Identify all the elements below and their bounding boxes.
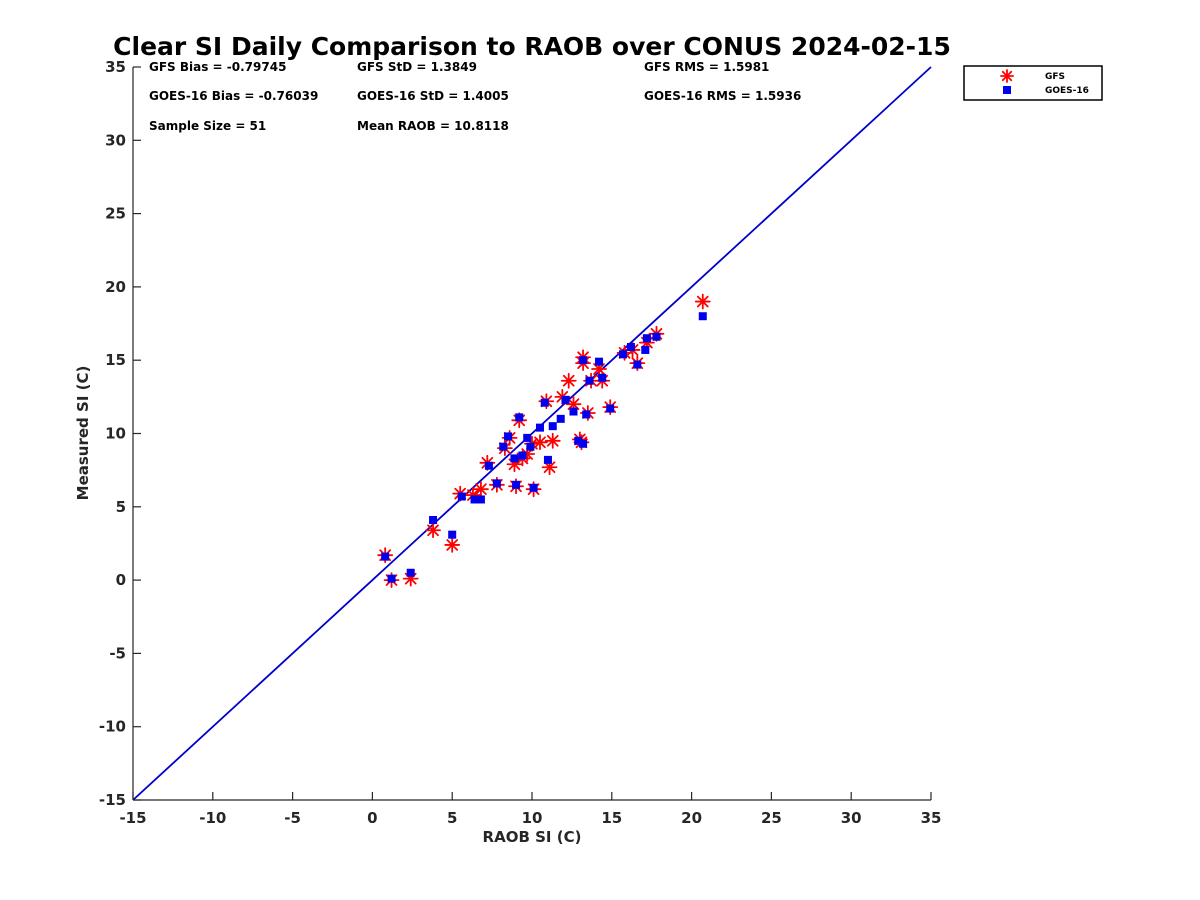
point-gfs-40	[694, 293, 711, 310]
point-goes-16-2	[406, 568, 415, 577]
y-tick-label: 20	[105, 278, 126, 296]
point-goes-16-10	[499, 442, 508, 451]
y-tick-label: -10	[99, 718, 126, 736]
one-to-one-line	[132, 66, 932, 801]
stat-gfs-bias: GFS Bias = -0.79745	[149, 60, 286, 74]
point-goes-16-22	[548, 422, 557, 431]
stat-mean-raob: Mean RAOB = 10.8118	[357, 119, 509, 133]
point-gfs-4	[444, 537, 461, 553]
y-tick-label: 30	[105, 131, 126, 149]
x-tick-label: 10	[522, 809, 543, 827]
point-goes-16-9	[492, 479, 501, 488]
point-goes-16-1	[387, 574, 396, 583]
point-gfs-21	[541, 459, 558, 476]
x-tick-label: 0	[367, 809, 377, 827]
point-goes-16-13	[512, 480, 521, 489]
x-tick-label: 35	[921, 809, 942, 827]
legend-box	[963, 65, 1103, 101]
y-tick-label: 25	[105, 205, 126, 223]
stats-layer: GFS Bias = -0.79745 GFS StD = 1.3849 GFS R…	[149, 60, 801, 133]
point-goes-16-32	[598, 373, 607, 382]
y-tick-label: 0	[116, 571, 126, 589]
point-goes-16-11	[504, 432, 513, 441]
stat-sample-size: Sample Size = 51	[149, 119, 266, 133]
point-goes-16-26	[574, 436, 583, 445]
point-goes-16-39	[652, 332, 661, 341]
x-tick-label: 25	[761, 809, 782, 827]
point-goes-16-12	[510, 454, 519, 463]
x-tick-label: -10	[199, 809, 226, 827]
point-goes-16-8	[484, 461, 493, 470]
stat-gfs-std: GFS StD = 1.3849	[357, 60, 477, 74]
stat-goes-rms: GOES-16 RMS = 1.5936	[644, 89, 801, 103]
point-goes-16-6	[470, 495, 479, 504]
y-tick-label: 10	[105, 425, 126, 443]
chart-title: Clear SI Daily Comparison to RAOB over C…	[113, 32, 951, 61]
point-goes-16-25	[569, 407, 578, 416]
x-tick-label: -15	[119, 809, 146, 827]
point-goes-16-28	[579, 356, 588, 365]
stat-goes-bias: GOES-16 Bias = -0.76039	[149, 89, 318, 103]
x-tick-label: 5	[447, 809, 457, 827]
point-goes-16-24	[561, 395, 570, 404]
x-axis-label: RAOB SI (C)	[483, 828, 582, 846]
axes-layer: -15 -10 -5 0 5 10 15 20 25 30 35 -15 -10 -5 0 5 10 15 20 25…	[99, 58, 942, 827]
point-goes-16-37	[641, 345, 650, 354]
series-layer	[377, 293, 711, 588]
point-goes-16-5	[457, 492, 466, 501]
point-goes-16-15	[518, 451, 527, 460]
legend-label-goes-16: GOES-16	[1045, 86, 1089, 96]
point-goes-16-0	[381, 552, 390, 561]
legend: GFS GOES-16	[963, 65, 1103, 101]
point-goes-16-23	[556, 414, 565, 423]
point-goes-16-4	[448, 530, 457, 539]
point-goes-16-36	[633, 360, 642, 369]
point-goes-16-31	[595, 357, 604, 366]
y-tick-label: 15	[105, 351, 126, 369]
point-goes-16-3	[429, 515, 438, 524]
y-tick-label: 35	[105, 58, 126, 76]
legend-label-gfs: GFS	[1045, 72, 1065, 82]
point-goes-16-14	[515, 413, 524, 422]
point-goes-16-7	[476, 495, 485, 504]
point-goes-16-18	[529, 483, 538, 492]
point-goes-16-27	[579, 439, 588, 448]
x-tick-label: -5	[284, 809, 301, 827]
y-axis-label: Measured SI (C)	[74, 366, 92, 501]
point-gfs-22	[544, 432, 561, 449]
point-goes-16-30	[585, 376, 594, 385]
y-tick-label: -5	[109, 644, 126, 662]
x-tick-label: 20	[681, 809, 702, 827]
point-goes-16-34	[618, 350, 627, 359]
point-goes-16-19	[535, 423, 544, 432]
x-tick-label: 30	[841, 809, 862, 827]
point-goes-16-40	[698, 312, 707, 321]
point-goes-16-20	[540, 398, 549, 407]
series-goes-16	[381, 312, 707, 583]
point-gfs-19	[532, 434, 548, 451]
point-gfs-24	[560, 372, 577, 389]
point-goes-16-35	[626, 343, 635, 352]
point-gfs-3	[425, 522, 441, 539]
x-tick-label: 15	[601, 809, 622, 827]
point-goes-16-33	[606, 404, 615, 413]
legend-marker-gfs	[1000, 69, 1014, 83]
point-goes-16-17	[526, 442, 535, 451]
y-tick-label: 5	[116, 498, 126, 516]
reference-line-layer	[132, 66, 932, 801]
stat-goes-std: GOES-16 StD = 1.4005	[357, 89, 509, 103]
point-gfs-7	[473, 481, 489, 498]
stat-gfs-rms: GFS RMS = 1.5981	[644, 60, 769, 74]
point-goes-16-21	[543, 455, 552, 464]
point-goes-16-38	[642, 334, 651, 343]
point-goes-16-16	[523, 433, 532, 442]
point-goes-16-29	[582, 410, 591, 419]
y-tick-label: -15	[99, 791, 126, 809]
legend-marker-goes-16	[1003, 86, 1011, 94]
